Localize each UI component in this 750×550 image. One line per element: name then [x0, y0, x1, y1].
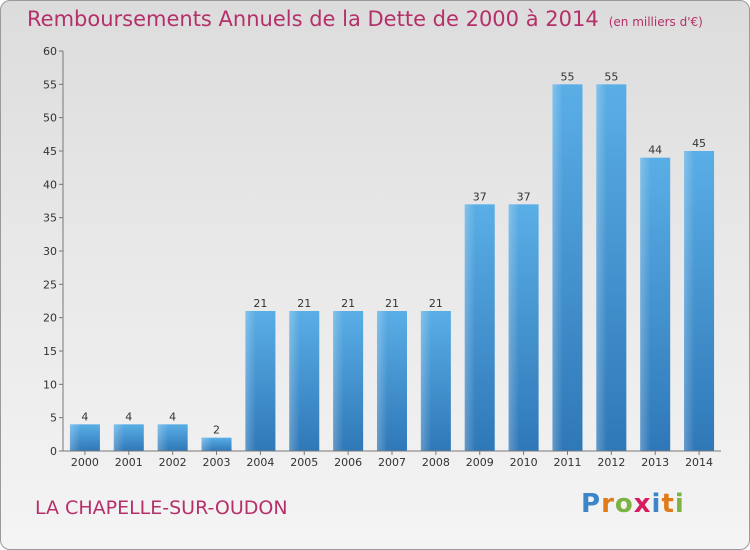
y-tick-label: 55	[43, 78, 57, 91]
logo-letter: t	[661, 489, 675, 519]
x-tick-label: 2007	[378, 456, 406, 469]
bar-value-label: 37	[517, 190, 531, 203]
chart-title-text: Remboursements Annuels de la Dette de 20…	[27, 7, 599, 31]
bar-value-label: 44	[648, 144, 662, 157]
chart-unit: (en milliers d'€)	[608, 15, 703, 29]
bar-value-label: 2	[213, 424, 220, 437]
y-tick-label: 50	[43, 112, 57, 125]
y-tick-label: 0	[50, 445, 57, 458]
bar-value-label: 55	[560, 70, 574, 83]
x-tick-label: 2009	[466, 456, 494, 469]
x-tick-label: 2011	[553, 456, 581, 469]
bar-highlight	[333, 311, 364, 451]
y-tick-label: 5	[50, 412, 57, 425]
bar-highlight	[245, 311, 276, 451]
bar-value-label: 4	[125, 410, 132, 423]
x-tick-label: 2000	[71, 456, 99, 469]
bar-highlight	[596, 84, 627, 451]
y-tick-label: 30	[43, 245, 57, 258]
bar-highlight	[289, 311, 320, 451]
bar-highlight	[113, 424, 144, 451]
town-name: LA CHAPELLE-SUR-OUDON	[35, 497, 288, 519]
bar-highlight	[640, 157, 671, 451]
bar-value-label: 21	[341, 297, 355, 310]
bar-highlight	[157, 424, 188, 451]
x-tick-label: 2014	[685, 456, 713, 469]
x-tick-label: 2012	[597, 456, 625, 469]
bar-highlight	[508, 204, 539, 451]
bar-highlight	[377, 311, 407, 451]
x-tick-label: 2002	[159, 456, 187, 469]
bar-highlight	[464, 204, 495, 451]
y-tick-label: 35	[43, 212, 57, 225]
x-tick-label: 2005	[290, 456, 318, 469]
logo-letter: i	[674, 489, 685, 519]
y-tick-label: 20	[43, 312, 57, 325]
logo-letter: P	[581, 489, 602, 519]
chart-title: Remboursements Annuels de la Dette de 20…	[27, 7, 703, 31]
bar-value-label: 21	[297, 297, 311, 310]
y-tick-label: 60	[43, 45, 57, 58]
x-tick-label: 2003	[203, 456, 231, 469]
bar-value-label: 4	[81, 410, 88, 423]
x-tick-label: 2010	[510, 456, 538, 469]
bar-value-label: 21	[429, 297, 443, 310]
x-tick-label: 2004	[246, 456, 274, 469]
bar-highlight	[684, 151, 715, 451]
bar-value-label: 45	[692, 137, 706, 150]
proxiti-logo[interactable]: Proxiti	[581, 489, 685, 519]
y-tick-label: 40	[43, 178, 57, 191]
bar-highlight	[552, 84, 583, 451]
y-tick-label: 45	[43, 145, 57, 158]
bar-value-label: 55	[604, 70, 618, 83]
y-tick-label: 25	[43, 278, 57, 291]
logo-letter: r	[601, 489, 615, 519]
bar-value-label: 4	[169, 410, 176, 423]
y-axis: 0 5 10 15 20 25 30 35 40 45 50 55 60	[43, 45, 64, 458]
x-tick-label: 2013	[641, 456, 669, 469]
x-axis: 2000 2001 2002 2003 2004 2005 2006 2007 2008 2009…	[63, 450, 721, 469]
bar-highlight	[201, 437, 232, 451]
bar-highlight	[420, 311, 451, 451]
x-tick-label: 2008	[422, 456, 450, 469]
x-tick-label: 2006	[334, 456, 362, 469]
logo-letter: x	[633, 489, 652, 519]
bar-value-label: 21	[385, 297, 399, 310]
logo-letter: o	[614, 489, 634, 519]
x-tick-label: 2001	[115, 456, 143, 469]
bar-value-label: 21	[253, 297, 267, 310]
y-tick-label: 10	[43, 378, 57, 391]
bar-highlight	[69, 424, 100, 451]
logo-letter: i	[651, 489, 662, 519]
y-tick-label: 15	[43, 345, 57, 358]
bar-value-label: 37	[473, 190, 487, 203]
